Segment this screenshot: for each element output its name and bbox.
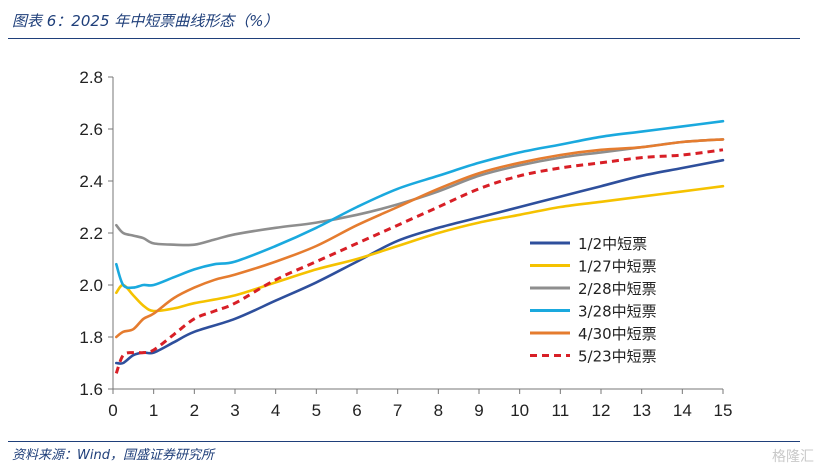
legend-label-6: 5/23中短票 — [578, 348, 657, 366]
y-tick-label: 2.2 — [79, 224, 103, 243]
x-tick-label: 0 — [108, 401, 117, 420]
legend-label-5: 4/30中短票 — [578, 325, 657, 343]
legend-label-2: 1/27中短票 — [578, 258, 657, 276]
y-tick-label: 2.6 — [79, 120, 103, 139]
series-lines-group — [114, 119, 725, 374]
x-tick-label: 8 — [434, 401, 443, 420]
y-tick-label: 2.8 — [79, 68, 103, 87]
x-tick-label: 5 — [312, 401, 321, 420]
x-tick-label: 2 — [190, 401, 199, 420]
series-line-3 — [115, 138, 725, 247]
x-tick-label: 6 — [352, 401, 361, 420]
legend-label-4: 3/28中短票 — [578, 303, 657, 321]
series-line-5 — [115, 138, 725, 339]
y-tick-label: 2.0 — [79, 276, 103, 295]
y-tick-label: 1.8 — [79, 328, 103, 347]
x-tick-label: 1 — [149, 401, 158, 420]
legend: 1/2中短票 1/27中短票 2/28中短票 3/28中短票 4/30中短票 5/23中短… — [530, 235, 657, 366]
axes-group: 1.61.82.02.22.42.62.80 1 2 3 4 5 6 7 8 9 10 11 12 13 1… — [79, 68, 732, 420]
series-line-6 — [114, 148, 724, 374]
y-tick-label: 2.4 — [79, 172, 103, 191]
chart-title: 图表 6：2025 年中短票曲线形态（%） — [12, 12, 279, 30]
title-divider — [8, 38, 800, 39]
x-tick-label: 14 — [673, 401, 692, 420]
series-line-4 — [115, 119, 725, 290]
x-tick-label: 4 — [271, 401, 280, 420]
watermark-text: 格隆汇 — [772, 449, 814, 465]
source-note: 资料来源：Wind，国盛证券研究所 — [12, 448, 214, 463]
x-tick-label: 11 — [552, 401, 570, 420]
series-line-2 — [115, 184, 725, 313]
line-chart: 1.61.82.02.22.42.62.80 1 2 3 4 5 6 7 8 9 10 11 12 13 1… — [79, 68, 732, 420]
x-tick-label: 7 — [393, 401, 402, 420]
x-tick-label: 15 — [714, 401, 733, 420]
x-tick-label: 13 — [632, 401, 651, 420]
footer-divider — [8, 441, 800, 442]
x-tick-label: 3 — [230, 401, 239, 420]
x-tick-label: 9 — [474, 401, 483, 420]
x-tick-label: 12 — [592, 401, 611, 420]
y-tick-label: 1.6 — [79, 380, 103, 399]
legend-label-1: 1/2中短票 — [578, 235, 647, 253]
legend-label-3: 2/28中短票 — [578, 280, 657, 298]
x-tick-label: 10 — [510, 401, 529, 420]
